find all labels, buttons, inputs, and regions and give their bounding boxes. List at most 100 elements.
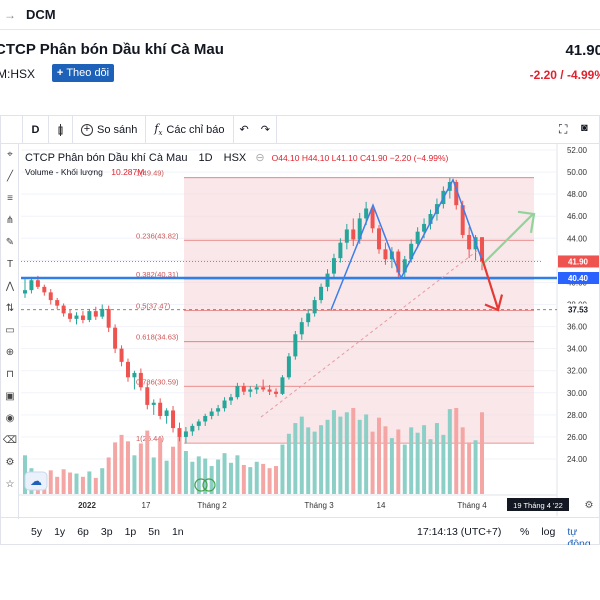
candle-body: [415, 231, 420, 244]
volume-bar: [267, 468, 272, 494]
zoom-icon[interactable]: ⊕: [5, 347, 15, 358]
candle-body: [235, 386, 240, 398]
candle-body: [209, 411, 214, 416]
arrow-right-icon[interactable]: →: [4, 7, 16, 22]
volume-bar: [312, 431, 317, 494]
lock-icon[interactable]: ▣: [5, 391, 15, 402]
range-button[interactable]: 1n: [171, 525, 184, 538]
candle-body: [119, 348, 124, 362]
camera-icon[interactable]: ◙: [581, 122, 588, 134]
candle-body: [383, 249, 388, 260]
range-button[interactable]: 3p: [100, 525, 113, 538]
candle-body: [344, 229, 349, 243]
plus-icon: +: [56, 67, 64, 79]
candle-body: [158, 402, 163, 416]
eye-icon[interactable]: ◉: [5, 413, 15, 424]
follow-button[interactable]: + Theo dõi: [52, 64, 114, 82]
candle-body: [55, 300, 60, 306]
volume-bar: [338, 416, 343, 494]
volume-bar: [319, 425, 324, 494]
price-tick: 36.00: [567, 323, 588, 332]
candle-body: [409, 243, 414, 260]
text-icon[interactable]: T: [6, 259, 14, 270]
range-button[interactable]: 5y: [31, 525, 43, 538]
candle-body: [190, 425, 195, 432]
cloud-icon: ☁: [30, 474, 42, 488]
price-tick: 44.00: [567, 234, 588, 243]
range-button[interactable]: 1y: [54, 525, 66, 538]
logo-badge: [24, 471, 48, 491]
fib-level-label: 0.236(43.82): [136, 231, 179, 240]
volume-bar: [351, 408, 356, 494]
candle-body: [164, 410, 169, 416]
volume-bar: [447, 409, 452, 494]
star-icon[interactable]: ☆: [5, 479, 15, 490]
volume-label: Volume - Khối lượng: [25, 167, 103, 177]
volume-bar: [55, 476, 60, 494]
volume-bar: [164, 460, 169, 494]
candle-body: [93, 311, 98, 317]
candle-body: [261, 387, 266, 390]
volume-bar: [222, 453, 227, 494]
candle-body: [402, 259, 407, 273]
prediction-icon[interactable]: ⇅: [5, 303, 15, 314]
range-button[interactable]: 1p: [124, 525, 137, 538]
bullish-arrowhead: [517, 210, 536, 233]
drawing-tools: ⌖ ╱ ≡ ⋔ ✎ T ⋀ ⇅ ▭ ⊕ ⊓ ▣ ◉ ⌫ ⚙ ☆: [1, 144, 19, 519]
candle-body: [306, 313, 311, 323]
magnet-icon[interactable]: ⊓: [6, 369, 14, 380]
exchange-label: M:HSX: [0, 67, 36, 81]
clock: 17:14:13 (UTC+7): [417, 526, 502, 538]
volume-bar: [261, 463, 266, 494]
volume-bar: [460, 427, 465, 494]
volume-bar: [409, 427, 414, 494]
expand-icon[interactable]: ⛶: [559, 122, 568, 136]
candle-body: [331, 258, 336, 274]
interval-button[interactable]: D: [23, 115, 49, 144]
compare-button[interactable]: + So sánh: [73, 115, 147, 144]
trendline-icon[interactable]: ╱: [6, 171, 14, 182]
trend-line: [260, 248, 480, 418]
indicators-button[interactable]: fx Các chỉ báo: [146, 115, 234, 144]
price-label-box: [558, 272, 599, 285]
candle-body: [312, 300, 317, 314]
volume-bar: [125, 441, 130, 494]
volume-bar: [480, 412, 484, 494]
candles-icon: [58, 123, 63, 136]
brush-icon[interactable]: ✎: [5, 237, 15, 248]
time-tick: 14: [377, 501, 386, 510]
volume-bar: [132, 455, 137, 494]
candle-body: [216, 408, 221, 412]
range-button[interactable]: 6p: [77, 525, 89, 538]
candle-body: [267, 389, 272, 392]
volume-bar: [377, 417, 382, 494]
price-tick: 32.00: [567, 367, 588, 376]
volume-bar: [428, 439, 433, 494]
redo-icon[interactable]: ↷: [255, 115, 277, 144]
ruler-icon[interactable]: ▭: [5, 325, 15, 336]
pitchfork-icon[interactable]: ⋔: [5, 215, 15, 226]
price-label: 41.90: [568, 257, 589, 266]
percent-toggle[interactable]: %: [520, 526, 530, 538]
pattern-icon[interactable]: ⋀: [5, 281, 15, 292]
cursor-icon[interactable]: ⌖: [7, 149, 13, 160]
volume-bar: [396, 429, 401, 494]
price-chart[interactable]: 52.0050.0048.0046.0044.0042.0040.0038.00…: [1, 116, 599, 516]
candle-body: [177, 428, 182, 437]
volume-value: 10.287M: [111, 167, 145, 177]
candle-body: [171, 410, 176, 429]
chart-style-button[interactable]: [49, 115, 73, 144]
toolbar-menu[interactable]: [1, 115, 23, 144]
undo-icon[interactable]: ↶: [239, 124, 249, 136]
bearish-arrow: [480, 257, 500, 310]
candle-body: [325, 273, 330, 287]
trash-icon[interactable]: ⌫: [2, 435, 18, 446]
log-toggle[interactable]: log: [541, 526, 556, 538]
candle-body: [68, 313, 73, 319]
price-tick: 26.00: [567, 433, 588, 442]
settings-icon[interactable]: ⚙: [5, 457, 15, 468]
plus-circle-icon: +: [81, 123, 93, 136]
volume-bar: [454, 408, 459, 494]
range-button[interactable]: 5n: [148, 525, 160, 538]
horizontal-line-icon[interactable]: ≡: [7, 193, 13, 204]
